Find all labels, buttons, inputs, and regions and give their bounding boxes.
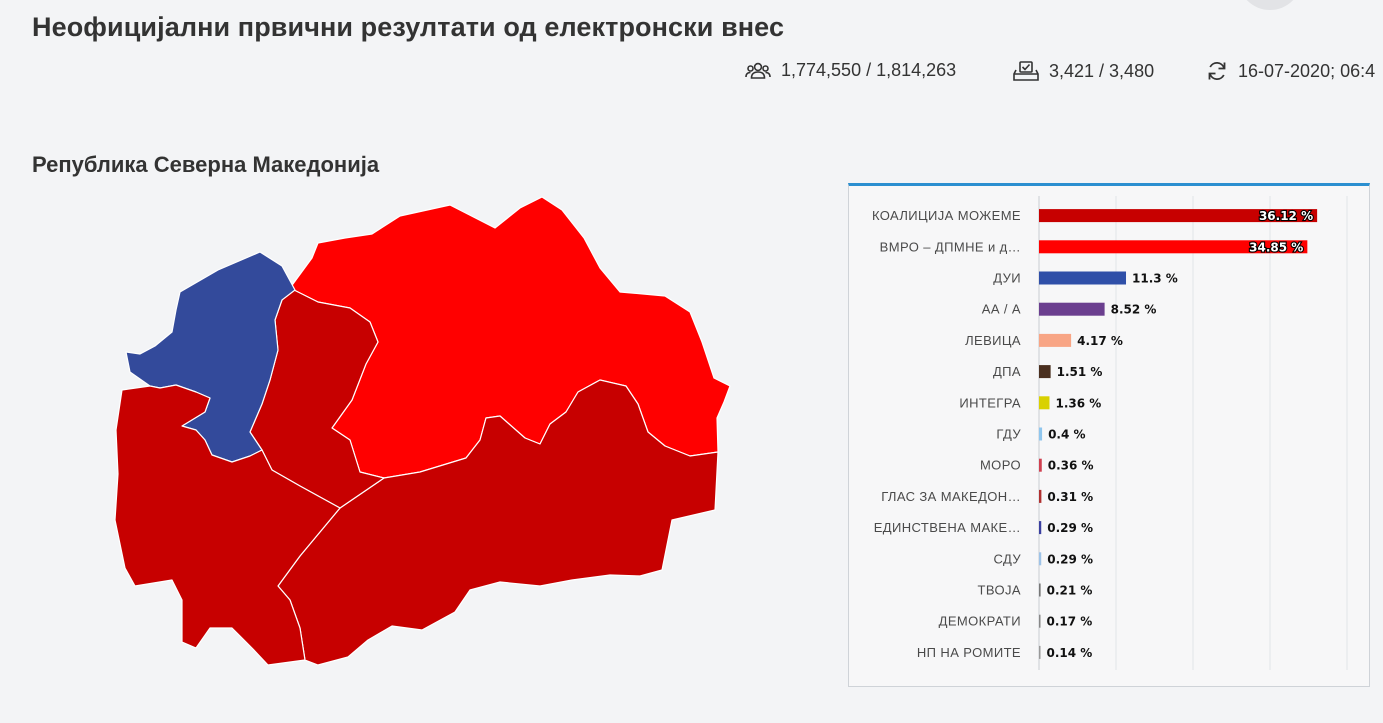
region-southwest[interactable]	[114, 384, 341, 666]
data-label: 4.17 %	[1077, 334, 1123, 348]
bar[interactable]	[1039, 240, 1308, 254]
region-southeast[interactable]	[277, 379, 719, 666]
data-label: 11.3 %	[1132, 272, 1178, 286]
category-label: СДУ	[993, 551, 1021, 566]
data-label: 0.14 %	[1047, 646, 1093, 660]
bar[interactable]	[1039, 645, 1041, 659]
results-bar-chart: КОАЛИЦИЈА МОЖЕМЕ 36.12 % ВМРО – ДПМНЕ и д……	[872, 196, 1348, 670]
updated-stat: 16-07-2020; 06:4	[1206, 60, 1375, 82]
stations-count: 3,421 / 3,480	[1049, 60, 1155, 81]
refresh-icon[interactable]	[1206, 60, 1228, 82]
stats-bar: 1,774,550 / 1,814,263 3,421 / 3,480 16-0…	[0, 60, 1383, 86]
bar[interactable]	[1039, 333, 1072, 347]
voters-stat: 1,774,550 / 1,814,263	[745, 60, 956, 81]
page-title: Неофицијални првични резултати од електр…	[32, 12, 785, 42]
bar[interactable]	[1039, 458, 1042, 472]
category-label: ГЛАС ЗА МАКЕДОН…	[881, 489, 1021, 504]
bar[interactable]	[1039, 521, 1042, 535]
bar[interactable]	[1039, 365, 1051, 379]
bar[interactable]	[1039, 614, 1041, 628]
stations-stat: 3,421 / 3,480	[1013, 60, 1154, 82]
updated-timestamp: 16-07-2020; 06:4	[1238, 60, 1376, 81]
bar[interactable]	[1039, 302, 1105, 316]
category-label: ЛЕВИЦА	[965, 333, 1021, 348]
data-label: 0.29 %	[1047, 552, 1093, 566]
people-icon	[745, 62, 771, 79]
section-title: Република Северна Македонија	[32, 152, 380, 177]
data-label: 1.36 %	[1055, 396, 1101, 410]
voters-count: 1,774,550 / 1,814,263	[781, 60, 957, 80]
category-label: ГДУ	[996, 427, 1021, 442]
bar[interactable]	[1039, 271, 1127, 285]
data-label: 1.51 %	[1057, 365, 1103, 379]
bar[interactable]	[1039, 489, 1042, 503]
data-label: 0.29 %	[1047, 521, 1093, 535]
ballot-box-icon	[1013, 61, 1039, 81]
data-label: 0.4 %	[1048, 428, 1085, 442]
category-label: ДЕМОКРАТИ	[939, 614, 1021, 629]
category-label: ДПА	[993, 364, 1021, 379]
category-label: ДУИ	[993, 271, 1021, 286]
category-label: ВМРО – ДПМНЕ и д…	[880, 239, 1021, 254]
category-label: МОРО	[980, 458, 1021, 473]
bar[interactable]	[1039, 427, 1043, 441]
category-label: ЕДИНСТВЕНА МАКЕ…	[874, 520, 1021, 535]
bar[interactable]	[1039, 396, 1050, 410]
bar[interactable]	[1039, 209, 1318, 223]
data-label: 36.12 %	[1259, 209, 1313, 223]
bar[interactable]	[1039, 552, 1042, 566]
data-label: 0.31 %	[1047, 490, 1093, 504]
data-label: 8.52 %	[1111, 303, 1157, 317]
data-label: 0.17 %	[1047, 615, 1093, 629]
category-label: АА / А	[982, 302, 1021, 317]
election-map	[114, 196, 731, 666]
data-label: 34.85 %	[1249, 240, 1303, 254]
category-label: ТВОЈА	[978, 583, 1021, 598]
category-label: ИНТЕГРА	[959, 395, 1021, 410]
category-label: КОАЛИЦИЈА МОЖЕМЕ	[872, 208, 1021, 223]
category-label: НП НА РОМИТЕ	[917, 645, 1021, 660]
bar[interactable]	[1039, 583, 1041, 597]
profile-avatar[interactable]	[1238, 0, 1302, 10]
results-chart-card: КОАЛИЦИЈА МОЖЕМЕ 36.12 % ВМРО – ДПМНЕ и д……	[848, 183, 1370, 687]
data-label: 0.36 %	[1048, 459, 1094, 473]
data-label: 0.21 %	[1047, 584, 1093, 598]
